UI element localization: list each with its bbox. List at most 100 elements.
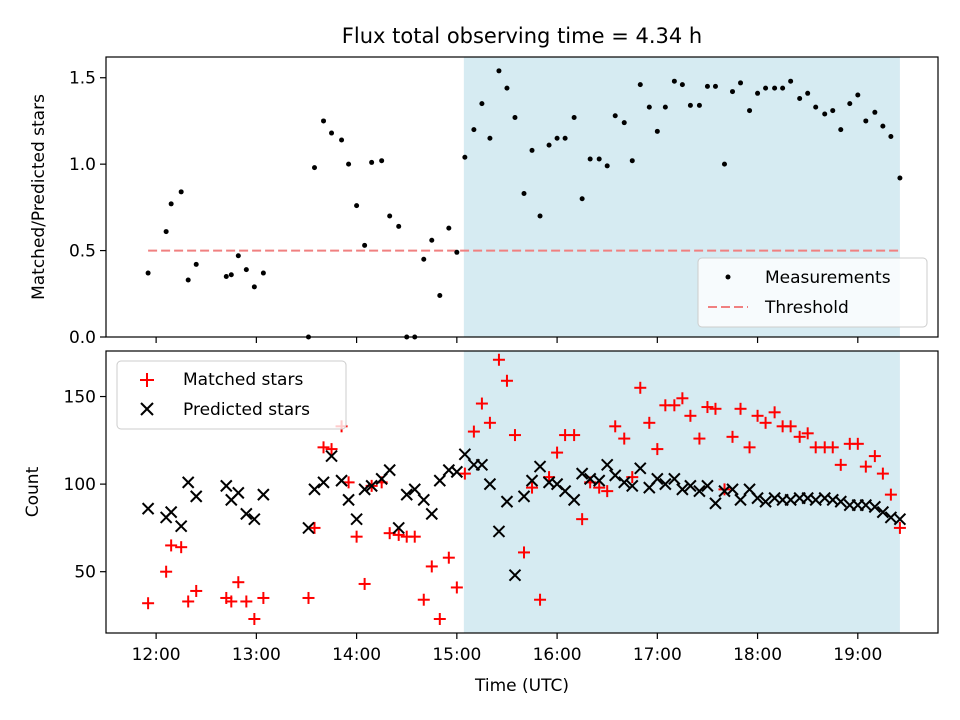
- measurement-point: [145, 270, 151, 276]
- predicted-star-point: [500, 495, 514, 508]
- legend-threshold-label: Threshold: [764, 298, 849, 318]
- measurement-point: [747, 108, 753, 114]
- measurement-point: [721, 161, 727, 167]
- top-y-tick-label: 1.5: [69, 69, 96, 89]
- predicted-star-point: [701, 479, 714, 493]
- measurement-point: [863, 118, 869, 124]
- measurement-point: [780, 85, 786, 91]
- matched-star-point: [483, 416, 496, 429]
- matched-star-point: [893, 521, 906, 534]
- measurement-point: [496, 68, 502, 74]
- predicted-star-point: [709, 497, 722, 510]
- measurement-point: [687, 102, 693, 108]
- matched-star-point: [876, 467, 889, 480]
- bottom-y-tick-label: 100: [64, 475, 96, 495]
- matched-star-point: [248, 612, 261, 625]
- top-panel: 0.0 0.5 1.0 1.5 Matched/Predicted stars Mea…: [29, 56, 939, 348]
- measurement-point: [554, 135, 560, 141]
- predicted-star-point: [676, 483, 689, 496]
- predicted-star-point: [400, 488, 413, 501]
- predicted-star-point: [525, 474, 539, 487]
- predicted-star-point: [668, 472, 681, 486]
- matched-star-point: [232, 576, 245, 589]
- top-y-ticks: 0.0 0.5 1.0 1.5: [69, 69, 106, 348]
- bottom-y-axis-label: Count: [23, 466, 43, 517]
- matched-star-point: [240, 595, 253, 608]
- measurement-point: [228, 272, 234, 278]
- measurement-point: [178, 189, 184, 195]
- matched-star-point: [576, 513, 589, 526]
- measurement-point: [339, 137, 345, 143]
- top-legend-box: [697, 257, 928, 328]
- measurement-point: [471, 127, 477, 133]
- matched-star-point: [408, 530, 421, 543]
- matched-star-point: [302, 591, 315, 604]
- top-plot-frame: [105, 56, 939, 338]
- matched-star-point: [868, 450, 881, 463]
- measurement-point: [223, 274, 229, 280]
- matched-star-point: [425, 560, 438, 573]
- predicted-star-point: [876, 505, 890, 519]
- measurement-point: [479, 101, 485, 107]
- matched-star-point: [317, 441, 330, 454]
- measurement-point: [487, 135, 493, 141]
- measurement-point: [243, 267, 249, 273]
- predicted-star-point: [759, 495, 772, 508]
- matched-star-point: [693, 432, 706, 445]
- predicted-star-point: [190, 490, 203, 503]
- top-y-tick-label: 0.0: [69, 328, 96, 348]
- matched-star-point: [526, 481, 539, 494]
- predicted-star-point: [408, 483, 421, 496]
- predicted-star-point: [433, 474, 447, 487]
- matched-star-point: [160, 565, 173, 578]
- predicted-star-point: [600, 458, 614, 472]
- matched-star-point: [551, 446, 564, 459]
- measurement-point: [738, 80, 744, 86]
- predicted-star-point: [302, 521, 315, 535]
- matched-star-point: [784, 420, 797, 433]
- x-tick-label: 14:00: [332, 645, 381, 665]
- predicted-star-point: [483, 477, 497, 491]
- measurement-point: [193, 261, 199, 267]
- matched-star-point: [593, 481, 606, 494]
- predicted-star-point: [164, 505, 178, 519]
- bottom-y-ticks: 50 100 150: [64, 388, 106, 583]
- matched-star-point: [826, 441, 839, 454]
- measurement-point: [396, 223, 402, 229]
- matched-star-point: [643, 416, 656, 429]
- measurement-point: [696, 102, 702, 108]
- matched-star-point: [225, 595, 238, 608]
- predicted-star-point: [335, 474, 348, 487]
- measurement-point: [362, 242, 368, 248]
- measurement-point: [537, 213, 543, 219]
- measurement-point: [312, 165, 318, 171]
- measurement-point: [662, 104, 668, 110]
- matched-star-point: [358, 577, 371, 590]
- legend-measurements-marker: [725, 274, 731, 280]
- measurement-point: [168, 201, 174, 207]
- bottom-x-ticks: 12:00 13:00 14:00 15:00 16:00 17:00 18:00 19:00: [132, 633, 882, 665]
- measurement-point: [454, 249, 460, 255]
- matched-star-point: [518, 546, 531, 559]
- predicted-star-point: [240, 507, 253, 521]
- predicted-star-point: [365, 479, 378, 493]
- measurement-point: [805, 90, 811, 96]
- measurement-point: [847, 101, 853, 107]
- matched-star-point: [851, 437, 864, 450]
- predicted-star-point: [575, 467, 589, 480]
- measurement-point: [346, 161, 352, 167]
- predicted-star-point: [450, 465, 464, 479]
- matched-stars-points: [142, 353, 906, 625]
- matched-star-point: [433, 612, 446, 625]
- measurement-point: [646, 104, 652, 110]
- measurement-point: [621, 120, 627, 126]
- measurement-point: [462, 154, 468, 160]
- measurement-point: [679, 82, 685, 88]
- bottom-y-tick-label: 50: [74, 563, 96, 583]
- measurement-point: [797, 95, 803, 101]
- matched-star-point: [701, 401, 714, 414]
- matched-star-point: [834, 458, 847, 471]
- predicted-star-point: [417, 493, 430, 507]
- measurement-point: [446, 225, 452, 231]
